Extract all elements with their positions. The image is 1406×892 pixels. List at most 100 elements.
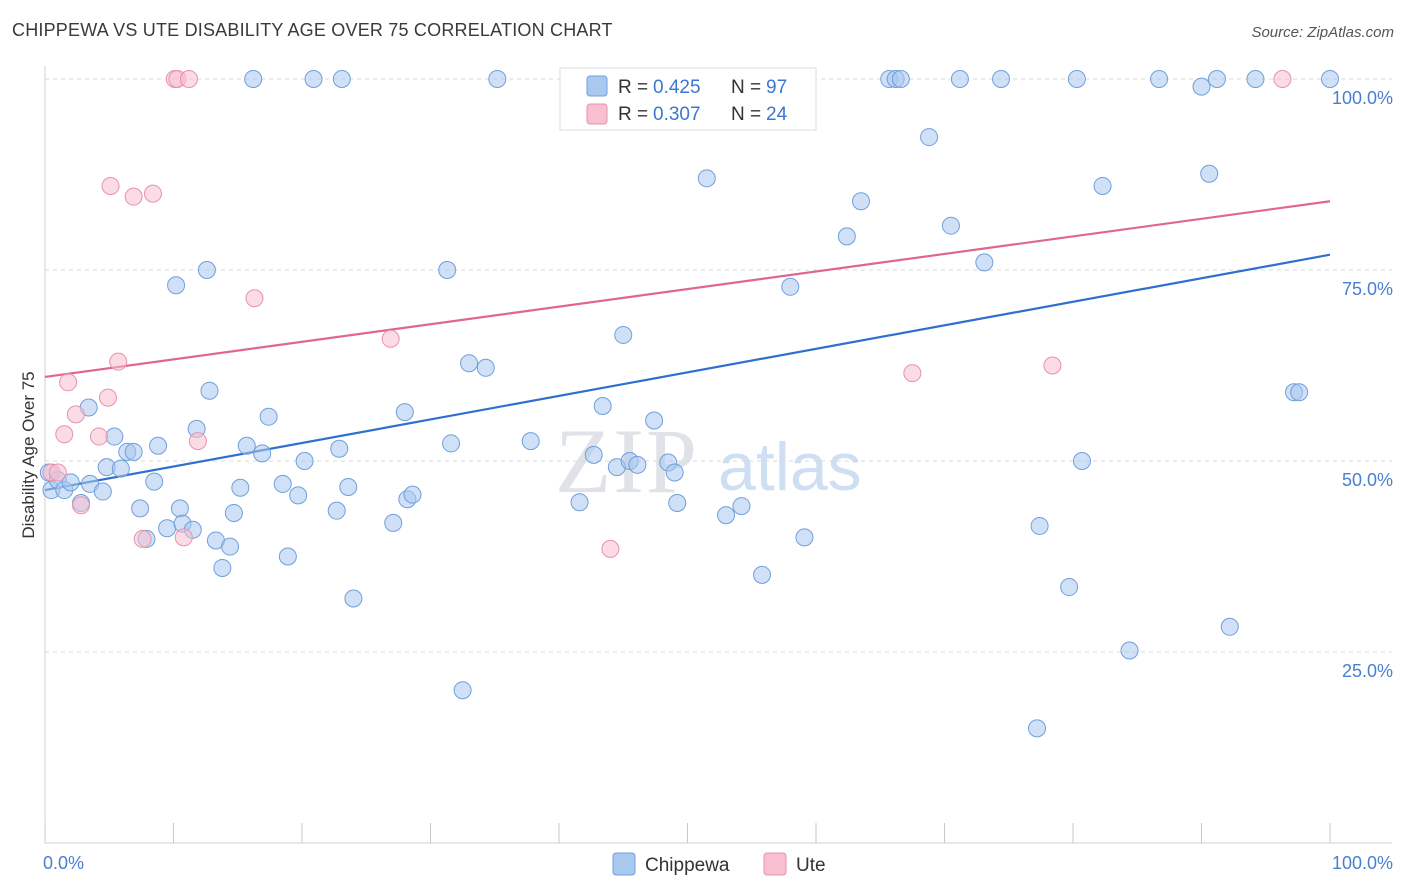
point-ute-23 <box>1273 70 1292 88</box>
point-chippewa-44 <box>344 589 363 608</box>
point-chippewa-37 <box>289 486 308 505</box>
point-chippewa-32 <box>244 70 263 88</box>
point-chippewa-39 <box>304 70 323 88</box>
point-chippewa-10 <box>105 427 124 446</box>
point-ute-21 <box>903 364 922 383</box>
legend-r-value-ute: 0.307 <box>653 104 701 125</box>
point-chippewa-78 <box>920 128 939 147</box>
series-legend: Chippewa Ute <box>612 852 826 876</box>
legend-r-label-ute: R = <box>618 104 648 125</box>
point-chippewa-33 <box>253 444 272 463</box>
point-ute-18 <box>245 289 264 308</box>
point-chippewa-24 <box>197 261 216 279</box>
point-ute-12 <box>143 184 162 203</box>
point-chippewa-87 <box>1072 452 1091 470</box>
point-chippewa-72 <box>795 528 814 547</box>
point-chippewa-36 <box>278 547 297 566</box>
point-chippewa-49 <box>438 261 457 279</box>
point-chippewa-85 <box>1060 578 1079 597</box>
point-chippewa-6 <box>93 482 112 501</box>
point-chippewa-97 <box>1290 383 1309 402</box>
point-chippewa-95 <box>1246 70 1265 88</box>
point-chippewa-13 <box>124 442 143 461</box>
point-chippewa-50 <box>442 434 461 453</box>
x-tick-label-0: 0.0% <box>43 853 84 873</box>
point-chippewa-90 <box>1150 70 1169 88</box>
point-chippewa-86 <box>1067 70 1086 88</box>
point-chippewa-43 <box>339 477 358 496</box>
legend-n-label-ute: N = <box>731 104 761 125</box>
point-chippewa-54 <box>488 70 507 88</box>
point-chippewa-79 <box>941 216 960 235</box>
point-chippewa-27 <box>213 558 232 577</box>
y-tick-label-3: 100.0% <box>1332 88 1393 108</box>
series-swatch-ute <box>763 852 787 876</box>
point-chippewa-17 <box>149 436 168 455</box>
point-chippewa-83 <box>1028 719 1047 738</box>
series-label-ute: Ute <box>796 855 826 876</box>
point-chippewa-58 <box>593 396 612 415</box>
point-chippewa-93 <box>1207 70 1226 88</box>
watermark-atlas: atlas <box>718 429 862 505</box>
source-note: Source: ZipAtlas.com <box>1251 24 1394 41</box>
point-ute-1 <box>48 463 67 482</box>
point-chippewa-70 <box>753 565 772 584</box>
point-chippewa-65 <box>665 463 684 482</box>
point-chippewa-84 <box>1030 516 1049 535</box>
point-ute-7 <box>98 388 117 407</box>
legend-r-value-chippewa: 0.425 <box>653 77 701 98</box>
y-tick-labels: 25.0% 50.0% 75.0% 100.0% <box>1332 88 1393 681</box>
point-chippewa-18 <box>158 519 177 538</box>
legend-r-label-chippewa: R = <box>618 77 648 98</box>
point-chippewa-82 <box>992 70 1011 88</box>
point-chippewa-51 <box>453 681 472 700</box>
point-ute-20 <box>601 539 620 558</box>
correlation-legend: R = 0.425 N = 97 R = 0.307 N = 24 <box>559 67 817 131</box>
point-chippewa-94 <box>1220 617 1239 636</box>
chart-title: CHIPPEWA VS UTE DISABILITY AGE OVER 75 C… <box>12 20 613 40</box>
y-axis-label: Disability Age Over 75 <box>19 371 38 538</box>
point-chippewa-63 <box>645 411 664 430</box>
point-chippewa-31 <box>237 436 256 455</box>
point-chippewa-67 <box>697 169 716 188</box>
point-chippewa-29 <box>224 503 243 522</box>
point-chippewa-80 <box>950 70 969 88</box>
y-tick-label-0: 25.0% <box>1342 661 1393 681</box>
point-chippewa-42 <box>332 70 351 88</box>
x-tick-marks <box>44 823 1331 843</box>
point-chippewa-4 <box>61 473 80 492</box>
point-chippewa-71 <box>781 277 800 296</box>
point-chippewa-28 <box>221 537 240 556</box>
x-tick-label-1: 100.0% <box>1332 853 1393 873</box>
point-chippewa-60 <box>614 325 633 344</box>
point-chippewa-92 <box>1200 164 1219 183</box>
y-tick-label-2: 75.0% <box>1342 279 1393 299</box>
point-chippewa-98 <box>1321 70 1339 88</box>
point-ute-3 <box>59 373 78 392</box>
legend-n-label-chippewa: N = <box>731 77 761 98</box>
point-chippewa-56 <box>570 493 589 512</box>
gridlines <box>45 78 1392 653</box>
point-chippewa-30 <box>231 478 250 497</box>
point-ute-22 <box>1043 356 1062 375</box>
point-chippewa-41 <box>330 439 349 458</box>
point-chippewa-40 <box>327 501 346 520</box>
point-chippewa-91 <box>1192 77 1211 96</box>
legend-swatch-chippewa <box>586 75 608 97</box>
point-ute-11 <box>133 529 152 548</box>
point-chippewa-81 <box>975 253 994 272</box>
point-ute-17 <box>188 432 207 451</box>
point-chippewa-66 <box>668 494 687 513</box>
point-chippewa-53 <box>476 358 495 377</box>
y-tick-label-1: 50.0% <box>1342 470 1393 490</box>
point-chippewa-62 <box>628 455 647 474</box>
legend-n-value-chippewa: 97 <box>766 77 787 98</box>
series-label-chippewa: Chippewa <box>645 855 730 876</box>
point-chippewa-77 <box>891 70 910 88</box>
point-chippewa-69 <box>732 497 751 516</box>
point-chippewa-89 <box>1120 641 1139 660</box>
point-chippewa-46 <box>395 403 414 422</box>
point-ute-10 <box>124 187 143 206</box>
point-ute-15 <box>174 528 193 547</box>
point-chippewa-38 <box>295 452 314 470</box>
